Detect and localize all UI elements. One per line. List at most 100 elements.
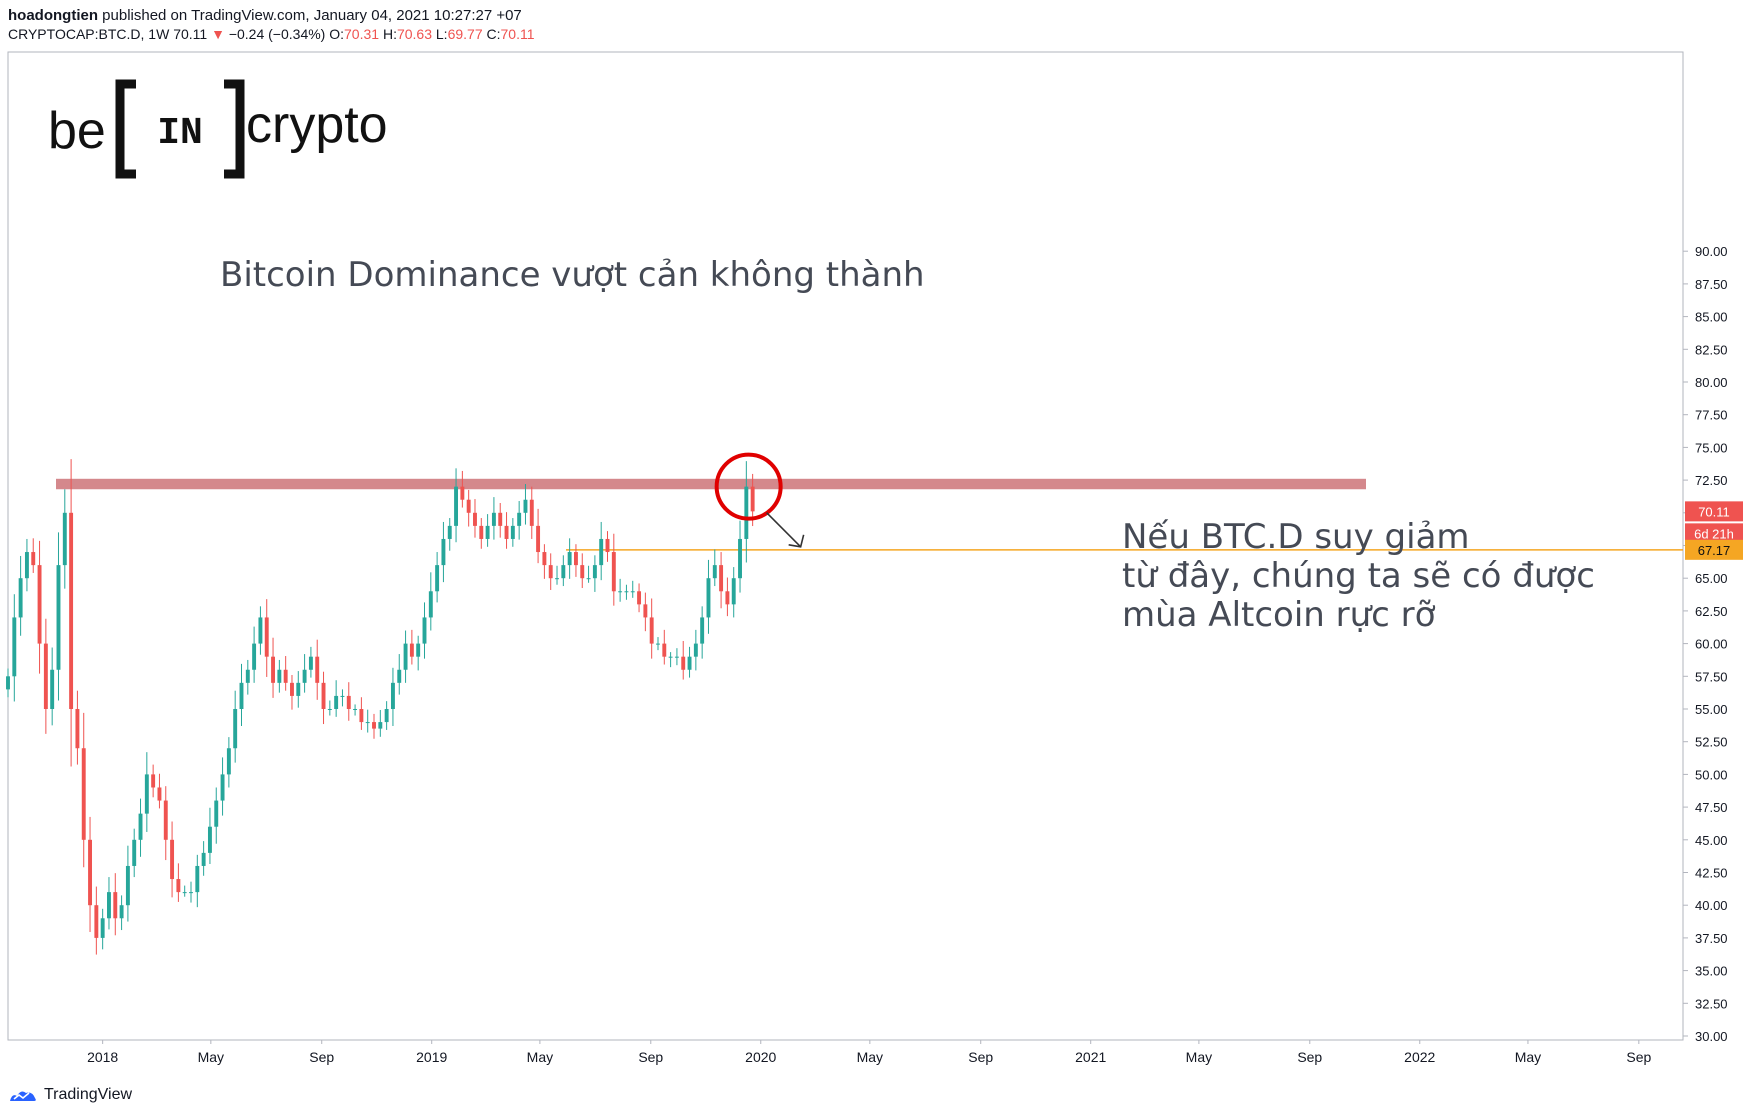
candle-body: [132, 839, 137, 866]
candle-body: [334, 695, 339, 709]
price-axis[interactable]: 30.00 32.50 35.00 37.50 40.00 42.50 45.00 47.50…: [1683, 244, 1728, 1044]
candle-body: [144, 774, 149, 814]
candle-body: [201, 852, 206, 866]
y-tick-label: 72.50: [1695, 473, 1728, 488]
tradingview-brand: TradingView: [44, 1086, 133, 1103]
resistance-zone[interactable]: [56, 478, 1366, 490]
candle-body: [31, 552, 36, 566]
low-label: L:: [435, 26, 448, 42]
candle-body: [163, 800, 168, 840]
down-arrow-icon: ▼: [211, 26, 225, 42]
candles: [6, 459, 755, 955]
candle-body: [384, 709, 389, 723]
candle-body: [435, 565, 440, 592]
candle-body: [43, 643, 48, 709]
low-value: 69.77: [447, 26, 483, 42]
candle-body: [485, 525, 490, 539]
y-tick-label: 35.00: [1695, 964, 1728, 979]
x-tick-label: Sep: [1626, 1049, 1651, 1065]
rejection-circle[interactable]: [714, 452, 783, 521]
candle-body: [226, 748, 231, 775]
candle-body: [422, 617, 427, 644]
y-tick-label: 40.00: [1695, 898, 1728, 913]
candle-body: [731, 578, 736, 605]
candle-body: [668, 656, 673, 658]
candle-body: [403, 643, 408, 670]
candle-body: [37, 565, 42, 644]
y-tick-label: 30.00: [1695, 1029, 1728, 1044]
candle-body: [517, 512, 522, 526]
candle-body: [182, 892, 187, 894]
title-annotation[interactable]: Bitcoin Dominance vượt cản không thành: [220, 255, 925, 295]
y-tick-label: 57.50: [1695, 669, 1728, 684]
candle-body: [176, 879, 181, 893]
x-tick-label: Sep: [968, 1049, 993, 1065]
candle-body: [264, 617, 269, 657]
candle-body: [296, 682, 301, 696]
candle-body: [643, 604, 648, 618]
symbol-label[interactable]: CRYPTOCAP:BTC.D, 1W: [8, 26, 170, 42]
x-tick-label: 2019: [416, 1049, 447, 1065]
x-tick-label: May: [198, 1049, 224, 1065]
candle-body: [372, 722, 376, 729]
countdown-label: 6d 21h: [1694, 526, 1734, 541]
candle-body: [618, 591, 623, 593]
chart-header: hoadongtien published on TradingView.com…: [8, 6, 535, 44]
candle-body: [744, 486, 749, 539]
candle-body: [69, 512, 74, 709]
note-annotation[interactable]: Nếu BTC.D suy giảm từ đây, chúng ta sẽ c…: [1122, 517, 1595, 635]
open-label: O:: [329, 26, 345, 42]
candle-body: [656, 643, 660, 645]
note-line-3: mùa Altcoin rực rỡ: [1122, 595, 1436, 635]
y-tick-label: 32.50: [1695, 996, 1728, 1011]
tradingview-footer[interactable]: TradingView: [8, 1086, 132, 1104]
last-price-label: 70.11: [1698, 504, 1730, 519]
y-tick-label: 45.00: [1695, 833, 1728, 848]
x-tick-label: Sep: [1297, 1049, 1322, 1065]
y-tick-label: 62.50: [1695, 604, 1728, 619]
candle-body: [441, 538, 446, 566]
candle-body: [416, 643, 421, 657]
candle-body: [725, 591, 730, 605]
x-tick-label: May: [527, 1049, 553, 1065]
x-tick-label: May: [857, 1049, 883, 1065]
candle-body: [548, 565, 553, 579]
candle-body: [586, 578, 591, 580]
candle-body: [592, 565, 597, 579]
support-price-label: 67.17: [1698, 543, 1731, 558]
candle-body: [119, 905, 124, 919]
candle-body: [693, 643, 698, 657]
candle-body: [712, 565, 717, 579]
candle-body: [542, 552, 547, 566]
candle-body: [529, 499, 534, 526]
y-tick-label: 52.50: [1695, 735, 1728, 750]
becrypto-logo: be IN crypto: [48, 79, 388, 179]
candle-body: [245, 669, 250, 683]
candle-body: [454, 486, 459, 526]
x-tick-label: 2021: [1075, 1049, 1106, 1065]
price-labels: 70.11 6d 21h 67.17: [1685, 501, 1743, 560]
candle-body: [94, 905, 99, 938]
candle-body: [340, 695, 345, 697]
candle-body: [504, 525, 509, 539]
down-arrow-icon[interactable]: [766, 512, 805, 548]
candle-body: [290, 682, 294, 696]
candle-body: [719, 565, 724, 592]
x-tick-label: 2020: [745, 1049, 776, 1065]
candle-body: [561, 565, 566, 579]
candle-body: [302, 669, 307, 683]
time-axis[interactable]: 2018 May Sep 2019 May Sep 2020 May Sep 2021 May Sep…: [87, 1040, 1651, 1065]
candle-body: [750, 486, 755, 512]
candle-body: [170, 839, 175, 880]
ohlc-line: CRYPTOCAP:BTC.D, 1W 70.11 ▼ −0.24 (−0.34…: [8, 25, 535, 44]
candle-body: [81, 748, 86, 840]
candle-body: [12, 617, 17, 677]
candle-body: [466, 499, 471, 513]
author-name[interactable]: hoadongtien: [8, 7, 98, 24]
candle-body: [523, 499, 528, 513]
candle-body: [365, 722, 370, 724]
y-tick-label: 50.00: [1695, 767, 1728, 782]
candle-body: [346, 695, 351, 709]
candle-body: [220, 774, 225, 801]
